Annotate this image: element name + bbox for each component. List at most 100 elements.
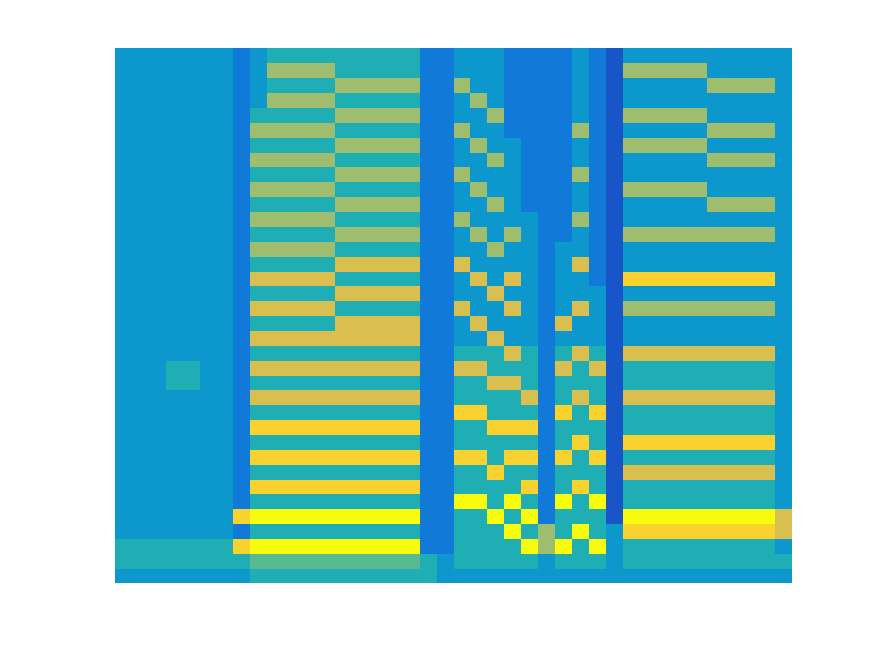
heatmap-cell	[420, 375, 438, 390]
heatmap-cell	[369, 152, 387, 167]
heatmap-cell	[318, 538, 336, 553]
heatmap-cell	[233, 137, 251, 152]
heatmap-cell	[521, 509, 539, 524]
heatmap-cell	[487, 449, 505, 464]
heatmap-cell	[403, 226, 421, 241]
heatmap-cell	[386, 538, 404, 553]
heatmap-cell	[217, 464, 235, 479]
heatmap-cell	[352, 167, 370, 182]
heatmap-cell	[217, 568, 235, 583]
heatmap-cell	[318, 479, 336, 494]
heatmap-cell	[132, 345, 150, 360]
heatmap-cell	[267, 375, 285, 390]
heatmap-cell	[166, 390, 184, 405]
heatmap-cell	[454, 78, 472, 93]
heatmap-cell	[335, 420, 353, 435]
heatmap-cell	[657, 241, 675, 256]
heatmap-cell	[335, 93, 353, 108]
heatmap-cell	[572, 167, 590, 182]
heatmap-cell	[386, 464, 404, 479]
heatmap-cell	[166, 375, 184, 390]
heatmap-cell	[420, 538, 438, 553]
heatmap-cell	[284, 256, 302, 271]
heatmap-cell	[200, 182, 218, 197]
heatmap-cell	[132, 509, 150, 524]
heatmap-cell	[217, 449, 235, 464]
heatmap-cell	[318, 197, 336, 212]
heatmap-cell	[690, 494, 708, 509]
heatmap-cell	[707, 553, 725, 568]
heatmap-cell	[420, 316, 438, 331]
heatmap-cell	[386, 375, 404, 390]
heatmap-cell	[521, 286, 539, 301]
heatmap-cell	[267, 182, 285, 197]
heatmap-cell	[454, 211, 472, 226]
heatmap-cell	[420, 137, 438, 152]
heatmap-cell	[487, 152, 505, 167]
heatmap-cell	[301, 509, 319, 524]
heatmap-cell	[741, 420, 759, 435]
heatmap-cell	[487, 256, 505, 271]
heatmap-cell	[403, 301, 421, 316]
heatmap-cell	[437, 449, 455, 464]
heatmap-cell	[470, 449, 488, 464]
heatmap-cell	[149, 449, 167, 464]
heatmap-cell	[267, 78, 285, 93]
heatmap-cell	[690, 211, 708, 226]
heatmap-cell	[674, 93, 692, 108]
heatmap-cell	[420, 122, 438, 137]
heatmap-cell	[267, 360, 285, 375]
heatmap-cell	[149, 464, 167, 479]
heatmap-cell	[403, 182, 421, 197]
heatmap-cell	[217, 256, 235, 271]
heatmap-cell	[521, 93, 539, 108]
heatmap-cell	[301, 286, 319, 301]
heatmap-cell	[318, 464, 336, 479]
heatmap-cell	[217, 345, 235, 360]
heatmap-cell	[403, 420, 421, 435]
heatmap-cell	[504, 449, 522, 464]
heatmap-cell	[250, 211, 268, 226]
heatmap-cell	[352, 420, 370, 435]
heatmap-cell	[690, 167, 708, 182]
heatmap-cell	[386, 107, 404, 122]
heatmap-cell	[555, 405, 573, 420]
heatmap-cell	[775, 48, 792, 63]
heatmap-cell	[284, 345, 302, 360]
heatmap-cell	[420, 78, 438, 93]
heatmap-cell	[166, 137, 184, 152]
heatmap-cell	[318, 494, 336, 509]
heatmap-cell	[454, 152, 472, 167]
heatmap-cell	[775, 271, 792, 286]
heatmap-cell	[674, 152, 692, 167]
heatmap-cell	[741, 360, 759, 375]
heatmap-cell	[640, 122, 658, 137]
heatmap-cell	[250, 524, 268, 539]
heatmap-cell	[166, 434, 184, 449]
heatmap-cell	[690, 286, 708, 301]
heatmap-cell	[200, 360, 218, 375]
heatmap-cell	[724, 152, 742, 167]
heatmap-cell	[420, 107, 438, 122]
heatmap-cell	[217, 226, 235, 241]
heatmap-cell	[183, 330, 201, 345]
heatmap-cell	[606, 78, 624, 93]
heatmap-cell	[504, 182, 522, 197]
heatmap-cell	[741, 78, 759, 93]
heatmap-cell	[132, 434, 150, 449]
heatmap-cell	[301, 494, 319, 509]
heatmap-cell	[606, 420, 624, 435]
heatmap-cell	[250, 48, 268, 63]
heatmap-cell	[470, 479, 488, 494]
heatmap-cell	[758, 78, 776, 93]
heatmap-cell	[284, 78, 302, 93]
heatmap-cell	[741, 48, 759, 63]
heatmap-cell	[741, 211, 759, 226]
heatmap-cell	[572, 330, 590, 345]
heatmap-cell	[386, 301, 404, 316]
heatmap-cell	[589, 241, 607, 256]
heatmap-cell	[707, 464, 725, 479]
heatmap-cell	[674, 182, 692, 197]
heatmap-cell	[183, 494, 201, 509]
heatmap-cell	[250, 464, 268, 479]
